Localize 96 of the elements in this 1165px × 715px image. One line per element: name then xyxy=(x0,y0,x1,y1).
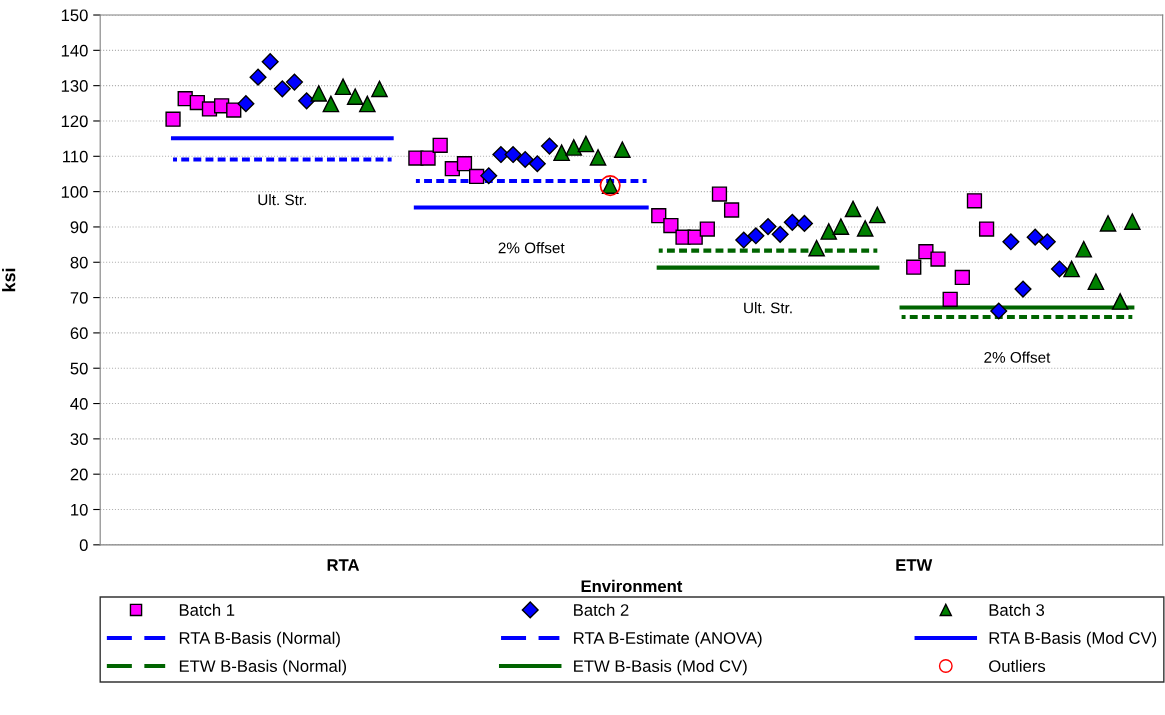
y-tick-label: 40 xyxy=(70,397,88,410)
point xyxy=(346,88,364,105)
point xyxy=(589,149,607,166)
point xyxy=(954,269,970,286)
point xyxy=(298,92,316,110)
point xyxy=(783,213,801,231)
point xyxy=(516,150,534,169)
x-tick-label: ETW xyxy=(896,559,933,571)
x-tick-label: RTA xyxy=(327,559,360,571)
y-tick-label: 60 xyxy=(70,327,88,340)
point xyxy=(990,302,1008,320)
y-tick-label: 10 xyxy=(71,503,88,516)
point xyxy=(1002,233,1020,251)
point xyxy=(711,186,728,202)
point xyxy=(930,251,946,267)
point xyxy=(237,95,255,113)
point xyxy=(808,239,825,257)
legend-label: Outliers xyxy=(989,659,1046,673)
y-tick-label: 140 xyxy=(61,44,88,57)
annotation: 2% Offset xyxy=(498,242,565,254)
point xyxy=(735,231,753,249)
point xyxy=(285,73,304,91)
point xyxy=(820,223,838,240)
annotation: Ult. Str. xyxy=(744,302,792,314)
point xyxy=(456,156,473,172)
point xyxy=(906,259,922,275)
legend-label: Batch 1 xyxy=(179,603,235,616)
point xyxy=(699,221,715,237)
point xyxy=(480,167,498,185)
y-tick-label: 70 xyxy=(70,291,88,304)
y-tick-label: 110 xyxy=(63,150,88,163)
y-tick-label: 150 xyxy=(61,9,88,22)
point xyxy=(1038,233,1056,251)
point xyxy=(1063,260,1080,278)
point xyxy=(1050,260,1069,278)
point xyxy=(771,225,789,243)
point xyxy=(723,202,740,218)
point xyxy=(1026,228,1044,246)
point xyxy=(856,220,874,237)
point xyxy=(1014,280,1032,298)
point xyxy=(1087,273,1105,291)
legend-label: ETW B-Basis (Normal) xyxy=(179,659,347,676)
point xyxy=(663,217,679,234)
point xyxy=(226,102,242,118)
point xyxy=(273,80,291,98)
y-axis-title: ksi xyxy=(2,268,16,292)
y-tick-label: 90 xyxy=(70,221,88,234)
point xyxy=(528,155,546,173)
point xyxy=(1111,293,1129,310)
annotation: Ult. Str. xyxy=(258,194,306,206)
point xyxy=(504,145,522,164)
point xyxy=(432,137,448,153)
legend-label: RTA B-Basis (Normal) xyxy=(179,631,340,648)
point xyxy=(844,200,862,218)
point xyxy=(565,139,583,156)
point xyxy=(747,227,765,245)
legend-label: Batch 2 xyxy=(574,603,629,616)
point xyxy=(261,53,279,71)
point xyxy=(334,78,352,96)
y-tick-label: 130 xyxy=(61,80,88,92)
legend-label: RTA B-Basis (Mod CV) xyxy=(989,631,1157,648)
legend-label: Batch 3 xyxy=(989,603,1045,616)
point xyxy=(249,68,267,86)
y-tick-label: 80 xyxy=(70,256,88,269)
annotation: 2% Offset xyxy=(984,351,1051,363)
x-axis-title: Environment xyxy=(581,579,683,593)
point xyxy=(942,291,958,307)
point xyxy=(978,221,995,237)
y-tick-label: 0 xyxy=(79,539,88,552)
point xyxy=(966,193,983,209)
point xyxy=(540,137,559,155)
point xyxy=(322,95,340,113)
legend-label: ETW B-Basis (Mod CV) xyxy=(574,659,747,676)
y-tick-label: 120 xyxy=(61,115,88,128)
y-tick-label: 100 xyxy=(61,186,88,198)
y-tick-label: 30 xyxy=(70,433,88,446)
point xyxy=(553,144,570,162)
point xyxy=(1123,213,1141,230)
point xyxy=(868,206,886,224)
y-tick-label: 20 xyxy=(70,468,88,481)
point xyxy=(420,150,436,166)
point xyxy=(651,207,667,224)
point xyxy=(613,141,631,158)
point xyxy=(832,218,850,235)
y-tick-label: 50 xyxy=(70,362,88,375)
point xyxy=(1075,240,1093,258)
point xyxy=(1099,215,1117,232)
point xyxy=(759,218,777,236)
point xyxy=(468,168,485,185)
point xyxy=(358,95,376,113)
point xyxy=(577,135,595,153)
point xyxy=(371,80,388,98)
point xyxy=(795,214,814,232)
legend-label: RTA B-Estimate (ANOVA) xyxy=(574,631,762,648)
point xyxy=(165,111,181,127)
point xyxy=(310,85,328,102)
